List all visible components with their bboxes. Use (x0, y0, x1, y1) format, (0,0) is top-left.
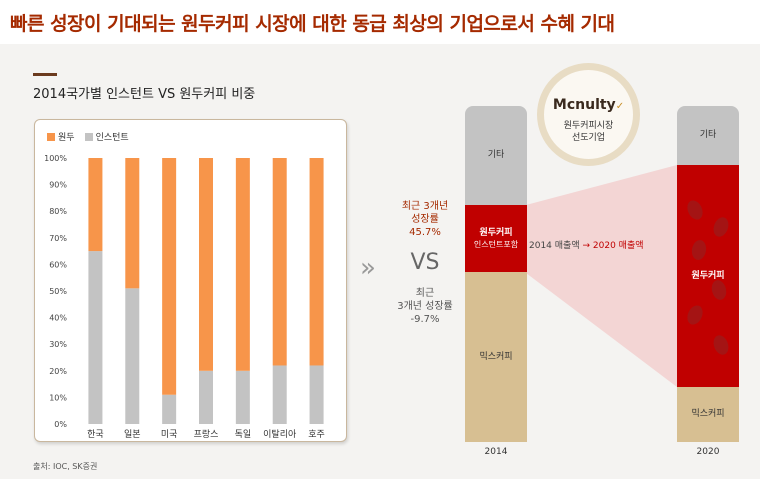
legend-label-instant: 인스턴트 (95, 133, 129, 143)
x-tick-label: 호주 (308, 429, 325, 440)
y-tick-label: 0% (54, 420, 67, 429)
x-tick-label: 한국 (87, 429, 104, 440)
bar-segment-roast (88, 158, 103, 252)
y-tick-label: 90% (49, 181, 67, 190)
country-chart-svg: 0% 10% 20% 30% 40% 50% 60% 70% 80% 90% 100% 한국 일본 미국 프… (44, 154, 325, 440)
brand-tagline-line-1: 원두커피시장 (563, 121, 614, 131)
bar-segment-roast (309, 158, 324, 366)
bar-segment-instant (272, 365, 287, 424)
subtitle-accent-line (33, 73, 57, 76)
bar-segment-instant (162, 394, 177, 424)
x-tick-label: 미국 (161, 429, 178, 440)
bar-2020-roast-label: 원두커피 (691, 270, 725, 281)
x-tick-label: 이탈리아 (263, 429, 297, 440)
bar-2020: 기타 원두커피 믹스커피 (677, 106, 739, 442)
y-tick-label: 30% (49, 340, 67, 349)
bar-2014-other-segment: 기타 (465, 106, 527, 205)
double-chevron-right-icon: » (360, 253, 376, 283)
legend-swatch-roast (47, 132, 55, 141)
legend-item-instant: 인스턴트 (84, 130, 129, 143)
bar-2014-roast-label-1: 원두커피 (479, 227, 513, 238)
bar-segment-instant (88, 251, 103, 424)
headline: 빠른 성장이 기대되는 원두커피 시장에 대한 동급 최상의 기업으로서 수혜 … (10, 13, 615, 35)
arrow-right-icon: → (582, 241, 591, 251)
bar-segment-roast (125, 158, 140, 289)
y-tick-label: 70% (49, 234, 67, 243)
year-label-2020: 2020 (696, 447, 720, 457)
country-chart-panel: 원두 인스턴트 0% 10% 20% 30% 40% 50% 60% 70% 80% 90% 100… (34, 119, 347, 442)
coffee-bean-icon (687, 200, 729, 355)
bar-2020-mix-segment: 믹스커피 (677, 387, 739, 442)
vs-label: VS (410, 250, 440, 275)
brand-logo: Mcnulty✓ (537, 97, 640, 113)
source-note: 출처: IOC, SK증권 (33, 462, 98, 471)
brand-tagline: 원두커피시장 선도기업 (537, 120, 640, 144)
sales-transition-label: 2014 매출액 → 2020 매출액 (529, 238, 644, 251)
brand-swoosh-icon: ✓ (615, 101, 625, 112)
chart-subtitle: 2014국가별 인스턴트 VS 원두커피 비중 (33, 87, 256, 102)
y-tick-label: 40% (49, 314, 67, 323)
legend-item-roast: 원두 (47, 130, 75, 143)
y-tick-label: 20% (49, 367, 67, 376)
y-tick-label: 50% (49, 287, 67, 296)
x-tick-label: 일본 (124, 429, 141, 440)
bar-2014-roast-label-2: 인스턴트포함 (473, 239, 519, 249)
roast-growth-value: 45.7% (409, 227, 441, 238)
brand-badge-inner (544, 70, 633, 159)
mix-growth-line-2: 3개년 성장률 (397, 301, 453, 312)
roast-growth-text: 최근 3개년 성장률 45.7% (380, 200, 470, 239)
brand-tagline-line-2: 선도기업 (571, 133, 606, 143)
x-tick-label: 프랑스 (194, 428, 219, 440)
mix-growth-value: -9.7% (410, 314, 440, 325)
headline-bar: 빠른 성장이 기대되는 원두커피 시장에 대한 동급 최상의 기업으로서 수혜 … (0, 0, 760, 44)
bar-segment-instant (235, 370, 250, 424)
y-tick-label: 10% (49, 393, 67, 402)
bar-segment-roast (235, 158, 250, 371)
sales-to: 2020 매출액 (592, 241, 644, 251)
y-tick-label: 80% (49, 207, 67, 216)
sales-from: 2014 매출액 (529, 241, 580, 251)
x-tick-label: 독일 (235, 429, 252, 440)
bar-segment-instant (199, 370, 213, 424)
year-label-2014: 2014 (484, 447, 508, 457)
bar-2014-roast-segment: 원두커피 인스턴트포함 (465, 205, 527, 272)
roast-growth-line-1: 최근 3개년 (401, 201, 449, 212)
bar-segment-instant (125, 288, 140, 424)
mix-growth-text: 최근 3개년 성장률 -9.7% (380, 287, 470, 326)
bar-2014-mix-segment: 믹스커피 (465, 272, 527, 442)
bar-2014-mix-label: 믹스커피 (479, 351, 513, 362)
mix-growth-line-1: 최근 (415, 288, 435, 299)
bar-2014: 기타 원두커피 인스턴트포함 믹스커피 (465, 106, 527, 442)
bar-2020-roast-segment: 원두커피 (677, 165, 739, 387)
bar-2020-other-label: 기타 (699, 130, 717, 140)
roast-growth-line-2: 성장률 (411, 214, 439, 225)
bar-segment-roast (272, 158, 287, 366)
chart-legend: 원두 인스턴트 (47, 130, 139, 143)
bar-2014-other-label: 기타 (487, 150, 505, 160)
brand-name: Mcnulty (552, 97, 616, 113)
y-tick-label: 60% (49, 260, 67, 269)
legend-swatch-instant (84, 132, 93, 141)
y-tick-label: 100% (44, 154, 67, 163)
bar-2020-mix-label: 믹스커피 (691, 409, 725, 419)
bar-segment-roast (199, 158, 213, 371)
bar-segment-instant (309, 365, 324, 424)
legend-label-roast: 원두 (58, 133, 75, 143)
bar-segment-roast (162, 158, 177, 395)
bar-2020-other-segment: 기타 (677, 106, 739, 165)
